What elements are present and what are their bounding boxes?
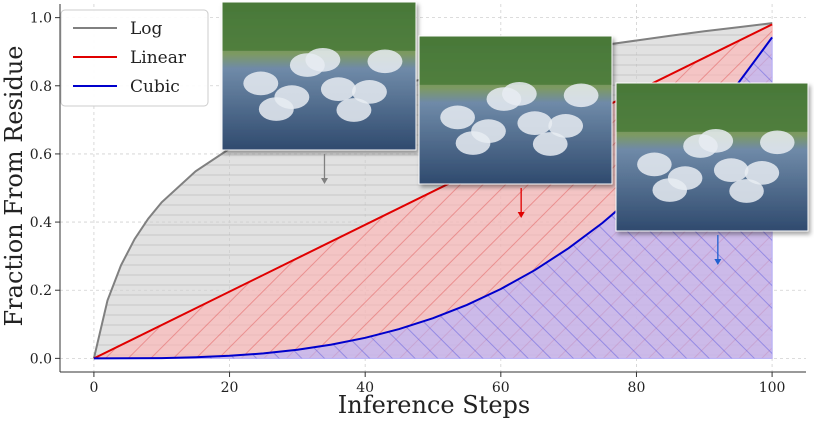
cloud-reflection: [637, 152, 672, 177]
annotation-arrow-head: [320, 178, 328, 184]
cloud-reflection: [320, 77, 356, 101]
cloud-reflection: [471, 119, 506, 143]
x-tick-label: 60: [492, 380, 510, 396]
y-tick-label: 0.4: [30, 215, 52, 231]
annotation-arrow-head: [517, 212, 525, 218]
landscape-thumbnail-icon: [418, 35, 613, 185]
x-tick-label: 0: [89, 380, 98, 396]
landscape-thumbnail-icon: [221, 1, 417, 151]
cloud-reflection: [243, 71, 279, 96]
y-tick-label: 0.2: [30, 283, 52, 299]
thumbnail-frame: [615, 82, 809, 232]
thumbnail-frame: [418, 35, 613, 185]
x-tick-label: 20: [221, 380, 239, 396]
annotation-arrow-head: [714, 259, 722, 265]
line-linear: [93, 23, 773, 360]
cloud-reflection: [760, 130, 795, 155]
x-tick-label: 40: [356, 380, 374, 396]
x-axis-label: Inference Steps: [338, 391, 530, 419]
axes: 0 20 40 60 80 100 0.0 0.2 0.4 0.6 0.8 1.0: [30, 4, 806, 396]
cloud-reflection: [563, 83, 599, 108]
cloud-reflection: [548, 114, 584, 138]
y-tick-label: 1.0: [30, 11, 52, 27]
legend-label-cubic: Cubic: [130, 77, 180, 97]
thumbnail-frame: [221, 1, 417, 151]
y-tick-label: 0.6: [30, 147, 52, 163]
y-tick-label: 0.8: [30, 79, 52, 95]
cloud-reflection: [336, 98, 372, 122]
legend-label-linear: Linear: [130, 48, 187, 68]
cloud-reflection: [440, 105, 475, 130]
tree-band: [616, 83, 808, 132]
cloud-reflection: [501, 82, 537, 106]
cloud-reflection: [305, 48, 341, 72]
cloud-reflection: [729, 179, 764, 203]
cloud-reflection: [517, 111, 553, 135]
cloud-reflection: [744, 161, 780, 185]
tree-band: [222, 2, 416, 51]
cloud-reflection: [274, 85, 310, 109]
legend: Log Linear Cubic: [60, 9, 209, 107]
cloud-reflection: [532, 132, 568, 156]
cloud-reflection: [367, 49, 403, 74]
legend-label-log: Log: [130, 19, 163, 39]
cloud-reflection: [713, 158, 749, 182]
x-tick-label: 80: [628, 380, 646, 396]
y-axis-label: Fraction From Residue: [0, 46, 28, 327]
y-tick-label: 0.0: [30, 351, 52, 367]
tree-band: [419, 36, 612, 85]
cloud-reflection: [698, 129, 734, 153]
cloud-reflection: [667, 166, 703, 190]
x-tick-label: 100: [759, 380, 786, 396]
hatch-cubic: [93, 37, 773, 359]
cloud-reflection: [351, 80, 387, 104]
image-thumbnails: [221, 1, 809, 265]
landscape-thumbnail-icon: [615, 82, 809, 232]
